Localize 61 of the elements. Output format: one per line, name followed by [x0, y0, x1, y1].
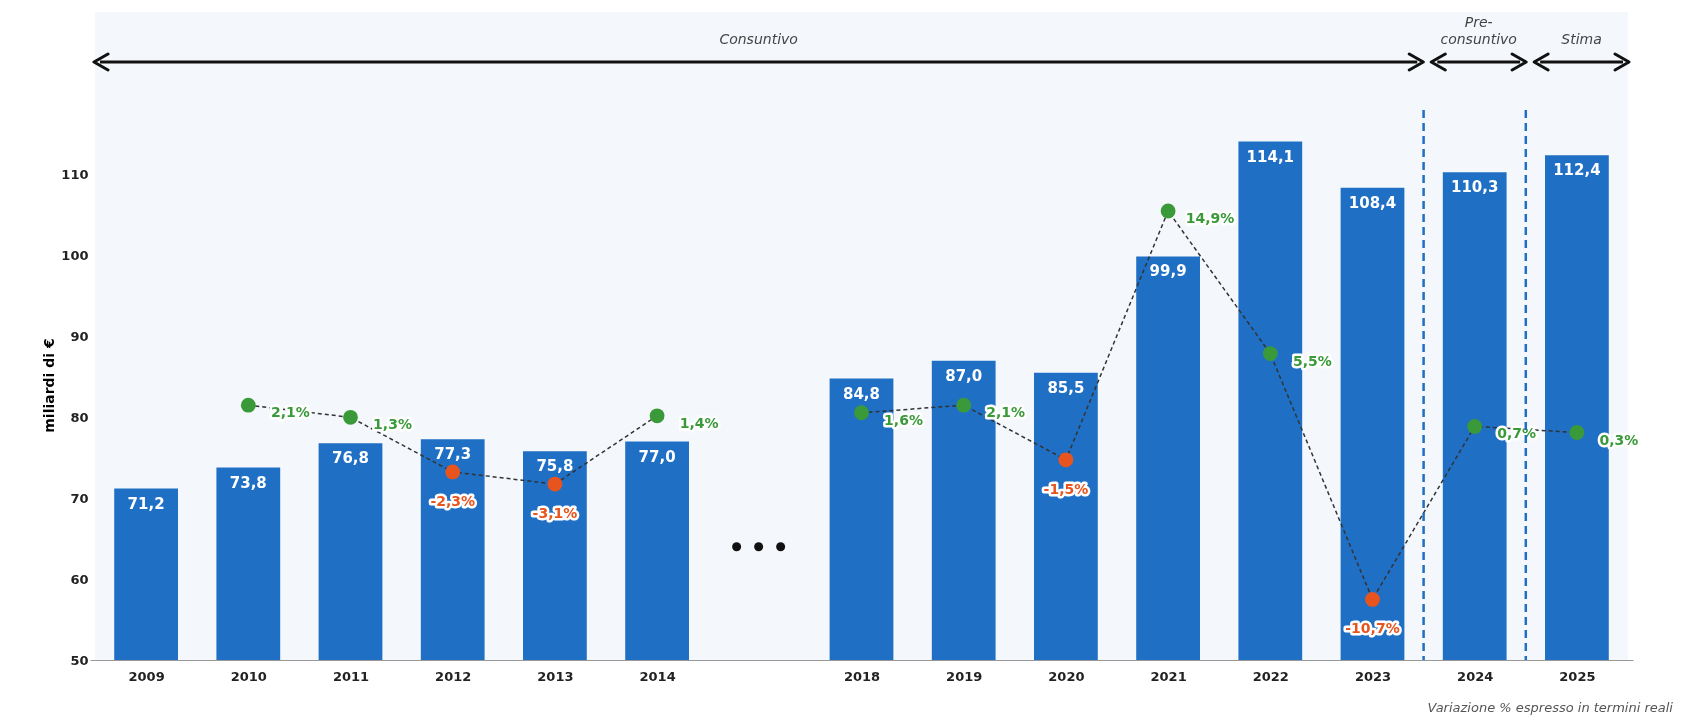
data-label: 76,8: [331, 449, 370, 468]
x-tick-label: 2025: [1559, 668, 1596, 684]
point: [547, 476, 563, 492]
x-tick-label: 2011: [332, 668, 370, 684]
x-tick-label: 2014: [639, 668, 676, 684]
data-label: 71,2: [127, 494, 165, 513]
data-label: 87,0: [945, 366, 983, 385]
x-tick-label: 2019: [946, 668, 983, 684]
point: [343, 409, 358, 425]
y-tick-label: 100: [61, 248, 89, 264]
x-tick-label: 2018: [843, 668, 881, 684]
y-tick-label: 80: [70, 409, 89, 425]
data-label: 84,8: [842, 384, 881, 403]
data-label: 77,0: [638, 447, 676, 466]
point: [1058, 452, 1074, 468]
data-label: 2,1%: [270, 404, 310, 421]
point: [854, 405, 869, 421]
x-tick-label: 2013: [537, 668, 574, 684]
y-tick-label: 90: [70, 328, 89, 344]
data-label: -10,7%: [1345, 620, 1400, 637]
y-axis-title: miliardi di €: [41, 338, 58, 433]
point: [956, 397, 972, 413]
data-label: 85,5: [1047, 378, 1085, 397]
point: [240, 397, 256, 413]
data-label: 108,4: [1348, 193, 1397, 212]
x-tick-label: 2023: [1354, 668, 1392, 684]
data-label: 114,1: [1246, 147, 1295, 166]
data-label: -2,3%: [430, 492, 476, 509]
x-tick-label: 2010: [230, 668, 267, 684]
point: [1467, 419, 1483, 434]
x-tick-label: 2020: [1048, 668, 1085, 684]
data-label: -3,1%: [532, 505, 578, 522]
data-label: 77,3: [434, 445, 472, 464]
y-tick-label: 60: [70, 571, 89, 587]
x-tick-label: 2021: [1150, 668, 1187, 684]
text: Variazione % espresso in termini reali: [1427, 700, 1674, 715]
data-label: 112,4: [1553, 161, 1601, 180]
point: [1262, 346, 1278, 362]
band-label: Consuntivo: [719, 31, 798, 47]
point: [1365, 592, 1380, 607]
x-tick-label: 2009: [128, 668, 165, 684]
point: [649, 408, 665, 424]
y-tick-label: 50: [70, 652, 89, 668]
data-label: 1,3%: [373, 416, 412, 433]
point: [445, 464, 461, 480]
x-tick-label: 2012: [435, 668, 472, 684]
data-label: 75,8: [536, 457, 574, 476]
point: [1569, 425, 1585, 440]
x-tick-label: 2024: [1457, 668, 1494, 684]
y-tick-label: 110: [61, 167, 89, 183]
data-label: 14,9%: [1185, 209, 1235, 226]
band-label: Stima: [1561, 31, 1602, 47]
data-label: 110,3: [1450, 178, 1499, 197]
point: [1160, 203, 1176, 219]
data-label: 1,4%: [679, 414, 719, 431]
band-label: Pre- consuntivo: [1440, 14, 1517, 47]
data-label: 73,8: [229, 473, 267, 492]
data-label: -1,5%: [1043, 480, 1089, 497]
y-tick-label: 70: [70, 490, 89, 506]
x-tick-label: 2022: [1252, 668, 1289, 684]
data-label: 99,9: [1149, 262, 1187, 281]
